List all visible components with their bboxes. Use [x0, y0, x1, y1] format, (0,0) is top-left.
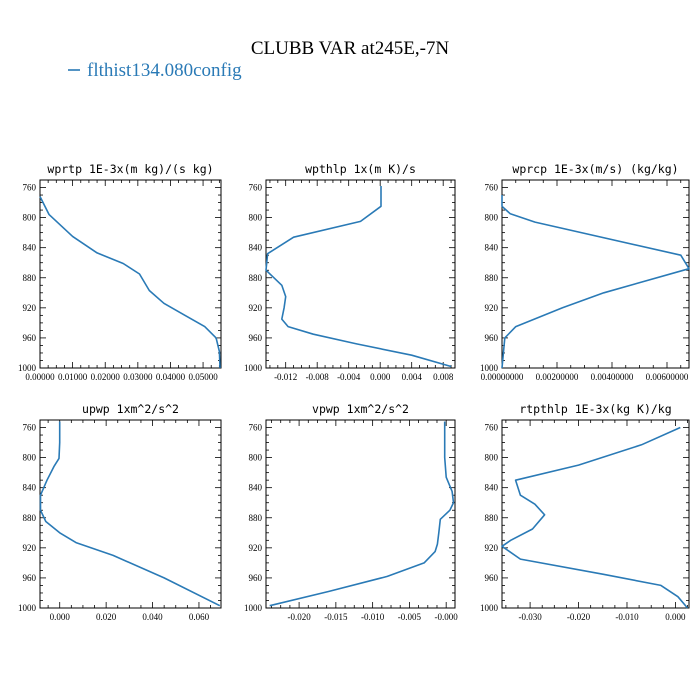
x-tick-label: 0.02000 [91, 372, 121, 382]
y-tick-label: 880 [23, 513, 37, 523]
y-tick-label: 760 [485, 183, 499, 193]
panel-5: vpwp 1xm^2/s^2 760 800 840 880 920 960 1000 -0.0… [244, 402, 458, 622]
x-tick-label: -0.005 [398, 612, 422, 622]
y-tick-label: 800 [249, 213, 263, 223]
x-tick-label: 0.004 [402, 372, 423, 382]
y-tick-label: 1000 [480, 363, 499, 373]
x-tick-label: -0.020 [287, 612, 311, 622]
plot-frame [39, 179, 222, 369]
x-tick-label: -0.015 [324, 612, 348, 622]
y-tick-label: 1000 [18, 363, 37, 373]
y-tick-label: 800 [485, 213, 499, 223]
y-tick-label: 920 [485, 303, 499, 313]
y-tick-label: 960 [485, 573, 499, 583]
panel-6: rtpthlp 1E-3x(kg K)/kg 760 800 840 880 920 960… [480, 402, 690, 622]
y-tick-label: 880 [485, 513, 499, 523]
x-tick-label: -0.012 [274, 372, 297, 382]
y-tick-label: 920 [485, 543, 499, 553]
panel-title: upwp 1xm^2/s^2 [82, 402, 179, 416]
plot-frame [39, 419, 222, 609]
x-tick-label: 0.00200000 [536, 372, 579, 382]
y-tick-label: 800 [249, 453, 263, 463]
plot-frame [501, 419, 690, 609]
legend: flthist134.080config [68, 60, 242, 81]
x-tick-label: -0.004 [337, 372, 361, 382]
y-tick-label: 960 [23, 573, 37, 583]
y-tick-label: 920 [249, 303, 263, 313]
x-tick-label: 0.000 [50, 612, 71, 622]
y-tick-label: 840 [249, 243, 263, 253]
y-tick-label: 960 [249, 333, 263, 343]
legend-label: flthist134.080config [87, 60, 242, 81]
y-tick-label: 800 [485, 453, 499, 463]
y-tick-label: 880 [249, 273, 263, 283]
x-tick-label: -0.020 [567, 612, 591, 622]
panel-title: vpwp 1xm^2/s^2 [312, 402, 409, 416]
x-tick-label: 0.000 [665, 612, 686, 622]
y-tick-label: 760 [485, 423, 499, 433]
y-tick-label: 960 [249, 573, 263, 583]
y-tick-label: 920 [249, 543, 263, 553]
y-tick-label: 840 [23, 483, 37, 493]
plot-frame [265, 179, 456, 369]
y-tick-label: 800 [23, 453, 37, 463]
x-tick-label: -0.030 [518, 612, 542, 622]
y-tick-label: 880 [249, 513, 263, 523]
x-tick-label: 0.00600000 [646, 372, 689, 382]
plot-frame [501, 179, 690, 369]
y-tick-label: 880 [23, 273, 37, 283]
y-tick-label: 920 [23, 303, 37, 313]
y-tick-label: 960 [485, 333, 499, 343]
panel-2: wpthlp 1x(m K)/s 760 800 840 880 920 960 1000 -0… [244, 162, 456, 382]
y-tick-label: 840 [249, 483, 263, 493]
y-tick-label: 920 [23, 543, 37, 553]
y-tick-label: 1000 [480, 603, 499, 613]
x-tick-label: -0.010 [615, 612, 639, 622]
series-line [269, 421, 455, 607]
x-tick-label: 0.060 [189, 612, 210, 622]
y-tick-label: 760 [249, 423, 263, 433]
y-tick-label: 1000 [244, 603, 263, 613]
panel-title: wpthlp 1x(m K)/s [305, 162, 416, 176]
series-line [39, 196, 221, 369]
y-tick-label: 840 [485, 483, 499, 493]
panel-title: wprcp 1E-3x(m/s) (kg/kg) [512, 162, 678, 176]
x-tick-label: 0.04000 [156, 372, 186, 382]
x-tick-label: 0.000 [370, 372, 391, 382]
y-tick-label: 840 [23, 243, 37, 253]
panel-title: rtpthlp 1E-3x(kg K)/kg [519, 402, 671, 416]
y-tick-label: 760 [249, 183, 263, 193]
y-tick-label: 840 [485, 243, 499, 253]
y-tick-label: 760 [23, 423, 37, 433]
y-tick-label: 800 [23, 213, 37, 223]
y-tick-label: 1000 [18, 603, 37, 613]
y-tick-label: 880 [485, 273, 499, 283]
x-tick-label: -0.000 [435, 612, 459, 622]
x-tick-label: 0.03000 [123, 372, 153, 382]
x-tick-label: -0.010 [361, 612, 385, 622]
x-tick-label: 0.040 [142, 612, 163, 622]
series-line [265, 186, 452, 368]
x-tick-label: 0.00400000 [591, 372, 634, 382]
x-tick-label: 0.01000 [58, 372, 88, 382]
y-tick-label: 1000 [244, 363, 263, 373]
panel-4: upwp 1xm^2/s^2 760 800 840 880 920 960 1000 0.00… [18, 402, 222, 622]
x-tick-label: 0.008 [433, 372, 454, 382]
series-line [501, 195, 690, 369]
panel-title: wprtp 1E-3x(m kg)/(s kg) [47, 162, 213, 176]
y-tick-label: 760 [23, 183, 37, 193]
x-tick-label: 0.020 [96, 612, 117, 622]
panel-1: wprtp 1E-3x(m kg)/(s kg) 760 800 840 880 920 9… [18, 162, 222, 382]
x-tick-label: 0.00000 [25, 372, 55, 382]
series-line [39, 421, 221, 607]
figure-title: CLUBB VAR at245E,-7N [251, 38, 450, 59]
y-tick-label: 960 [23, 333, 37, 343]
series-line [501, 426, 689, 609]
plot-frame [265, 419, 456, 609]
x-tick-label: -0.008 [306, 372, 330, 382]
x-tick-label: 0.00000000 [481, 372, 524, 382]
x-tick-label: 0.05000 [188, 372, 218, 382]
panel-3: wprcp 1E-3x(m/s) (kg/kg) 760 800 840 880 920 9… [480, 162, 690, 382]
